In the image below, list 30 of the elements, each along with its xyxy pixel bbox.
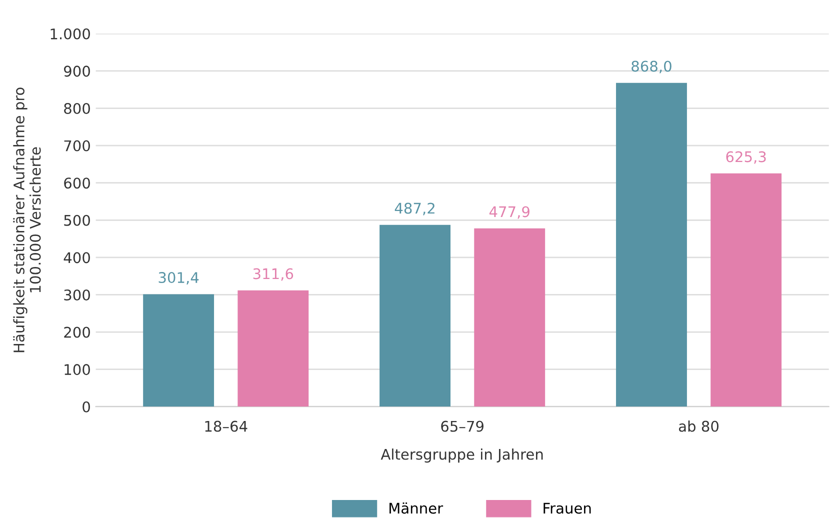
bar	[616, 82, 687, 407]
bar	[380, 224, 450, 407]
data-label: 311,6	[253, 268, 294, 281]
y-tick-label: 500	[64, 214, 90, 226]
bar	[474, 228, 546, 407]
y-tick-label: 400	[64, 252, 90, 264]
y-tick-label: 800	[64, 102, 90, 114]
legend-label: Frauen	[544, 502, 591, 514]
x-tick-label: 18–64	[205, 420, 248, 432]
y-tick-label: 600	[64, 178, 90, 189]
x-tick-label: ab 80	[678, 420, 719, 432]
bar	[710, 173, 782, 407]
y-tick-label: 200	[64, 326, 90, 338]
y-tick-label: 0	[82, 401, 90, 412]
y-tick-label: 700	[64, 140, 90, 152]
data-label: 477,9	[489, 206, 530, 219]
y-tick-label: 100	[64, 364, 90, 376]
data-label: 625,3	[726, 151, 766, 164]
bar	[143, 294, 214, 407]
data-label: 487,2	[394, 202, 434, 216]
data-label: 301,4	[158, 272, 199, 285]
y-tick-label: 900	[64, 66, 90, 77]
legend-label: Männer	[390, 502, 444, 514]
data-label: 868,0	[632, 60, 672, 74]
x-axis-title: Altersgruppe in Jahren	[380, 448, 543, 463]
y-tick-label: 300	[64, 289, 90, 300]
bar	[238, 290, 309, 407]
x-tick-label: 65–79	[441, 420, 484, 432]
y-tick-label: 1.000	[50, 28, 90, 40]
y-axis-title: Häufigkeit stationärer Aufnahme pro 100.000 Versicherte	[13, 88, 41, 352]
